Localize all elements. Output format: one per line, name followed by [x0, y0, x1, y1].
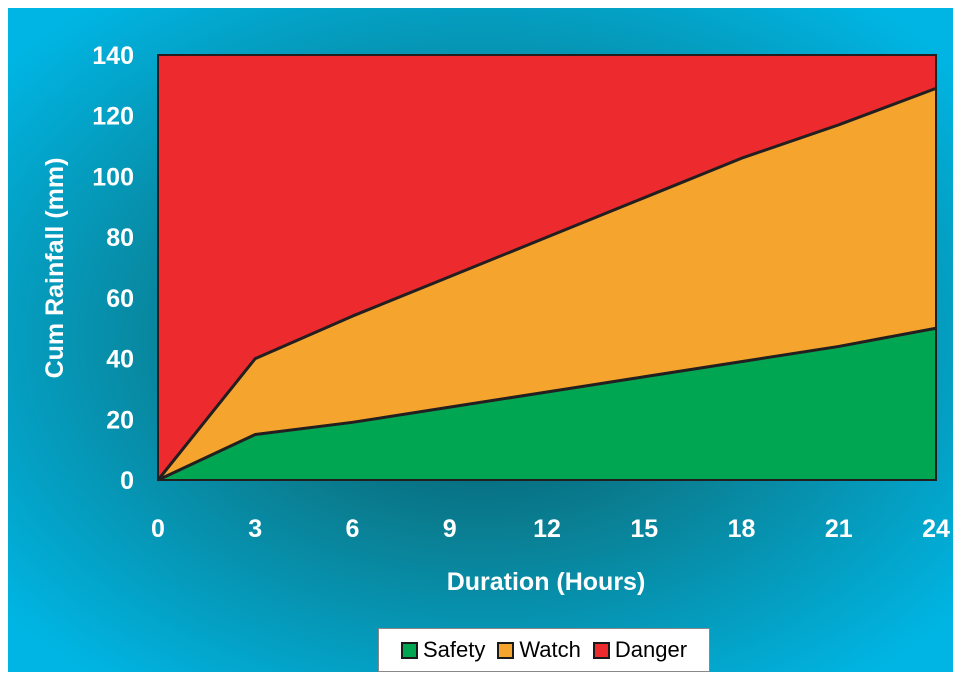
legend-label-danger: Danger — [614, 637, 688, 662]
x-tick-label: 15 — [630, 515, 658, 543]
x-tick-label: 6 — [346, 515, 360, 543]
x-tick-label: 24 — [922, 515, 950, 543]
plot-area — [156, 54, 937, 482]
legend-item-safety: Safety — [400, 637, 486, 663]
y-tick-label: 20 — [106, 406, 134, 434]
legend-label-safety: Safety — [422, 637, 486, 662]
y-tick-label: 60 — [106, 285, 134, 313]
y-axis-ticks: 0 20 40 60 80 100 120 140 — [92, 42, 134, 495]
y-tick-label: 40 — [106, 346, 134, 374]
legend: Safety Watch Danger — [378, 628, 710, 672]
y-tick-label: 140 — [92, 42, 134, 70]
y-tick-label: 0 — [120, 467, 134, 495]
line-safety — [157, 326, 937, 482]
line-watch — [156, 86, 937, 481]
legend-swatch-safety — [400, 641, 418, 659]
plot-border — [157, 54, 937, 481]
legend-swatch-danger — [592, 641, 610, 659]
x-tick-label: 18 — [728, 515, 756, 543]
x-tick-label: 9 — [443, 515, 457, 543]
legend-item-danger: Danger — [592, 637, 688, 663]
x-axis-ticks: 0 3 6 9 12 15 18 21 24 — [151, 515, 950, 543]
x-tick-label: 12 — [533, 515, 561, 543]
y-axis-label: Cum Rainfall (mm) — [41, 158, 69, 379]
y-tick-label: 80 — [106, 224, 134, 252]
legend-swatch-watch — [497, 641, 515, 659]
x-tick-label: 21 — [825, 515, 853, 543]
x-axis-label: Duration (Hours) — [447, 568, 646, 596]
y-tick-label: 120 — [92, 103, 134, 131]
x-tick-label: 3 — [248, 515, 262, 543]
area-safety — [158, 328, 936, 480]
legend-item-watch: Watch — [497, 637, 581, 663]
y-tick-label: 100 — [92, 163, 134, 191]
x-tick-label: 0 — [151, 515, 165, 543]
legend-label-watch: Watch — [519, 637, 581, 662]
